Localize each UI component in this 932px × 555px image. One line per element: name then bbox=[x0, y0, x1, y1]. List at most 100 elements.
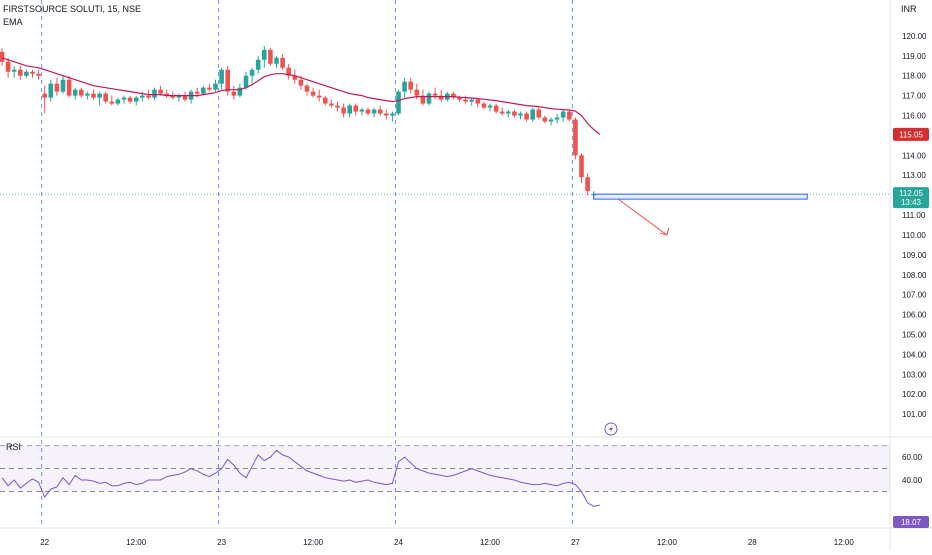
candle-body bbox=[219, 69, 224, 84]
rsi-value-label: 18.07 bbox=[901, 518, 922, 527]
y-tick-label: 109.00 bbox=[902, 251, 927, 260]
candle-body bbox=[274, 57, 279, 64]
candle-body bbox=[11, 69, 17, 72]
candle-body bbox=[79, 89, 84, 96]
candle-body bbox=[457, 97, 462, 100]
candle-body bbox=[524, 113, 529, 120]
countdown-label: 13:43 bbox=[901, 198, 922, 207]
candle-body bbox=[176, 95, 182, 98]
candle-body bbox=[286, 67, 291, 76]
candle-body bbox=[152, 89, 157, 98]
candle-body bbox=[48, 83, 54, 98]
candle-body bbox=[506, 111, 511, 114]
candle-body bbox=[518, 113, 523, 116]
x-tick-label: 28 bbox=[748, 538, 757, 547]
candle-body bbox=[347, 105, 352, 114]
candle-body bbox=[371, 109, 377, 114]
candle-body bbox=[542, 117, 548, 122]
candle-body bbox=[97, 93, 102, 98]
drawn-arrow-shaft bbox=[617, 198, 668, 236]
candle-body bbox=[42, 93, 47, 98]
candle-body bbox=[170, 95, 176, 98]
candle-body bbox=[390, 113, 395, 116]
candle-body bbox=[512, 111, 517, 116]
ema-indicator-label: EMA bbox=[3, 17, 23, 27]
candle-body bbox=[335, 105, 340, 108]
y-tick-label: 114.00 bbox=[902, 151, 926, 160]
y-tick-label: 103.00 bbox=[902, 370, 927, 379]
x-tick-label: 22 bbox=[40, 538, 49, 547]
candle-body bbox=[0, 51, 5, 62]
candle-body bbox=[133, 97, 139, 102]
y-tick-label: 107.00 bbox=[902, 291, 927, 300]
ema-price-label-bg bbox=[893, 127, 929, 141]
rsi-tick-label: 60.00 bbox=[902, 453, 923, 462]
candle-body bbox=[353, 105, 359, 112]
y-tick-label: 104.00 bbox=[902, 350, 927, 359]
y-tick-label: 120.00 bbox=[902, 32, 927, 41]
candle-body bbox=[237, 87, 243, 96]
candle-body bbox=[426, 93, 432, 104]
y-tick-label: 105.00 bbox=[902, 330, 927, 339]
ema-price-label: 115.05 bbox=[899, 130, 923, 139]
candle-body bbox=[451, 93, 456, 98]
candle-body bbox=[420, 95, 426, 104]
candle-body bbox=[316, 95, 322, 98]
y-tick-label: 118.00 bbox=[902, 72, 926, 81]
candle-body bbox=[194, 91, 200, 94]
candle-body bbox=[207, 87, 212, 90]
candle-body bbox=[30, 71, 35, 74]
candle-body bbox=[554, 117, 560, 120]
x-tick-label: 24 bbox=[394, 538, 403, 547]
candle-body bbox=[365, 109, 371, 114]
y-tick-label: 111.00 bbox=[902, 211, 926, 220]
last-price-label-bg bbox=[893, 187, 929, 209]
y-tick-label: 102.00 bbox=[902, 390, 927, 399]
candle-body bbox=[164, 93, 169, 96]
candle-body bbox=[481, 103, 487, 108]
candle-body bbox=[201, 87, 206, 94]
x-tick-label: 27 bbox=[571, 538, 580, 547]
candle-body bbox=[103, 93, 108, 102]
candle-body bbox=[469, 99, 474, 102]
y-tick-label: 117.00 bbox=[902, 92, 926, 101]
x-tick-label: 12:00 bbox=[480, 538, 501, 547]
candle-body bbox=[438, 95, 444, 100]
y-tick-label: 113.00 bbox=[902, 171, 926, 180]
drawn-rectangle bbox=[593, 193, 808, 200]
drawn-arrow-head bbox=[659, 227, 670, 236]
candle-body bbox=[408, 81, 413, 90]
candle-body bbox=[292, 75, 298, 80]
candle-body bbox=[18, 69, 23, 76]
candle-body bbox=[475, 99, 481, 104]
ema-line bbox=[1, 57, 601, 135]
candle-body bbox=[255, 59, 261, 70]
candle-body bbox=[323, 97, 328, 104]
candle-body bbox=[60, 79, 66, 92]
y-tick-label: 106.00 bbox=[902, 311, 927, 320]
candle-body bbox=[66, 79, 72, 96]
candle-body bbox=[249, 69, 255, 76]
candle-body bbox=[158, 89, 163, 94]
candle-body bbox=[499, 111, 505, 114]
candle-body bbox=[72, 89, 78, 96]
candle-body bbox=[109, 101, 115, 104]
y-tick-label: 108.00 bbox=[902, 271, 927, 280]
candle-body bbox=[85, 93, 90, 96]
candle-body bbox=[91, 93, 96, 98]
y-tick-label: 101.00 bbox=[902, 410, 927, 419]
candle-body bbox=[384, 113, 389, 116]
candle-body bbox=[463, 99, 468, 102]
candle-body bbox=[225, 69, 230, 92]
candle-body bbox=[396, 91, 401, 114]
candle-body bbox=[36, 73, 41, 76]
candle-body bbox=[231, 91, 237, 96]
candle-body bbox=[280, 57, 285, 68]
candle-body bbox=[127, 97, 133, 102]
x-tick-label: 12:00 bbox=[126, 538, 147, 547]
candle-body bbox=[121, 97, 127, 100]
candle-body bbox=[573, 119, 578, 156]
rsi-value-label-bg bbox=[893, 516, 929, 528]
